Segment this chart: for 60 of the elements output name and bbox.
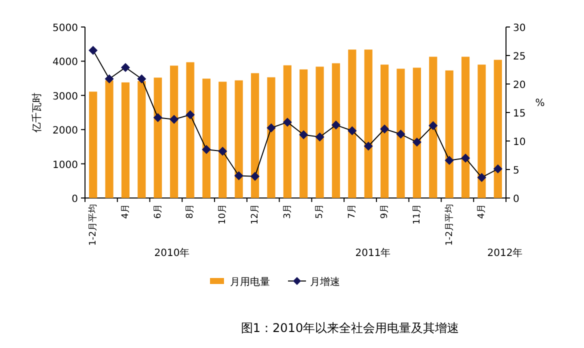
bar	[186, 62, 194, 198]
bar	[380, 64, 389, 198]
bar	[332, 63, 340, 198]
x-tick-label: 1-2月平均	[444, 204, 455, 246]
bar	[429, 56, 438, 198]
bar	[364, 50, 372, 198]
y2-tick-label: 0	[513, 194, 520, 205]
x-tick-label: 4月	[477, 204, 488, 219]
bar	[283, 65, 292, 198]
bar	[218, 82, 227, 198]
y-tick-label: 0	[72, 194, 78, 205]
x-tick-label: 11月	[412, 204, 422, 224]
bar	[138, 81, 146, 198]
y-tick-label: 5000	[52, 23, 78, 34]
bar	[170, 66, 178, 198]
bar	[461, 56, 470, 198]
bar	[202, 78, 210, 198]
y-axis-title: 亿千瓦时	[31, 92, 43, 134]
bar	[89, 92, 98, 198]
bar	[412, 68, 421, 198]
bar	[121, 82, 130, 198]
legend-label: 月用电量	[230, 276, 270, 288]
text: 2011年	[355, 247, 391, 259]
x-tick-label: 7月	[348, 204, 358, 219]
x-tick-label: 1-2月平均	[88, 204, 99, 246]
bar	[234, 80, 243, 198]
x-tick-label: 10月	[218, 204, 228, 224]
x-tick-label: 4月	[120, 204, 131, 219]
legend-label: 月增速	[310, 276, 340, 288]
y2-axis-title: %	[535, 98, 545, 109]
text: 2012年	[487, 247, 523, 259]
y-tick-label: 3000	[52, 91, 78, 102]
y2-tick-label: 10	[513, 137, 526, 148]
bar	[396, 68, 405, 198]
bar	[445, 70, 454, 198]
y2-tick-label: 20	[513, 80, 526, 91]
x-tick-label: 3月	[282, 204, 293, 219]
bar	[300, 69, 308, 198]
x-tick-label: 9月	[380, 204, 390, 219]
y-tick-label: 1000	[52, 160, 78, 171]
y2-tick-label: 30	[513, 23, 526, 34]
bar	[494, 60, 502, 198]
x-tick-label: 5月	[315, 204, 326, 219]
bar	[478, 64, 486, 198]
caption: 图1：2010年以来全社会用电量及其增速	[240, 321, 460, 335]
y2-tick-label: 5	[513, 166, 520, 176]
x-tick-label: 8月	[186, 204, 196, 219]
x-tick-label: 6月	[153, 204, 164, 219]
bar	[105, 80, 114, 198]
y2-tick-label: 15	[513, 108, 526, 120]
bar	[154, 78, 162, 198]
bar	[348, 50, 356, 198]
bar	[267, 77, 276, 198]
y-tick-label: 4000	[52, 57, 78, 68]
y-tick-label: 2000	[52, 126, 78, 137]
x-tick-label: 12月	[250, 204, 260, 224]
bar	[316, 66, 324, 198]
text: 2010年	[154, 247, 190, 259]
y2-tick-label: 25	[513, 52, 526, 62]
bar	[250, 73, 260, 198]
